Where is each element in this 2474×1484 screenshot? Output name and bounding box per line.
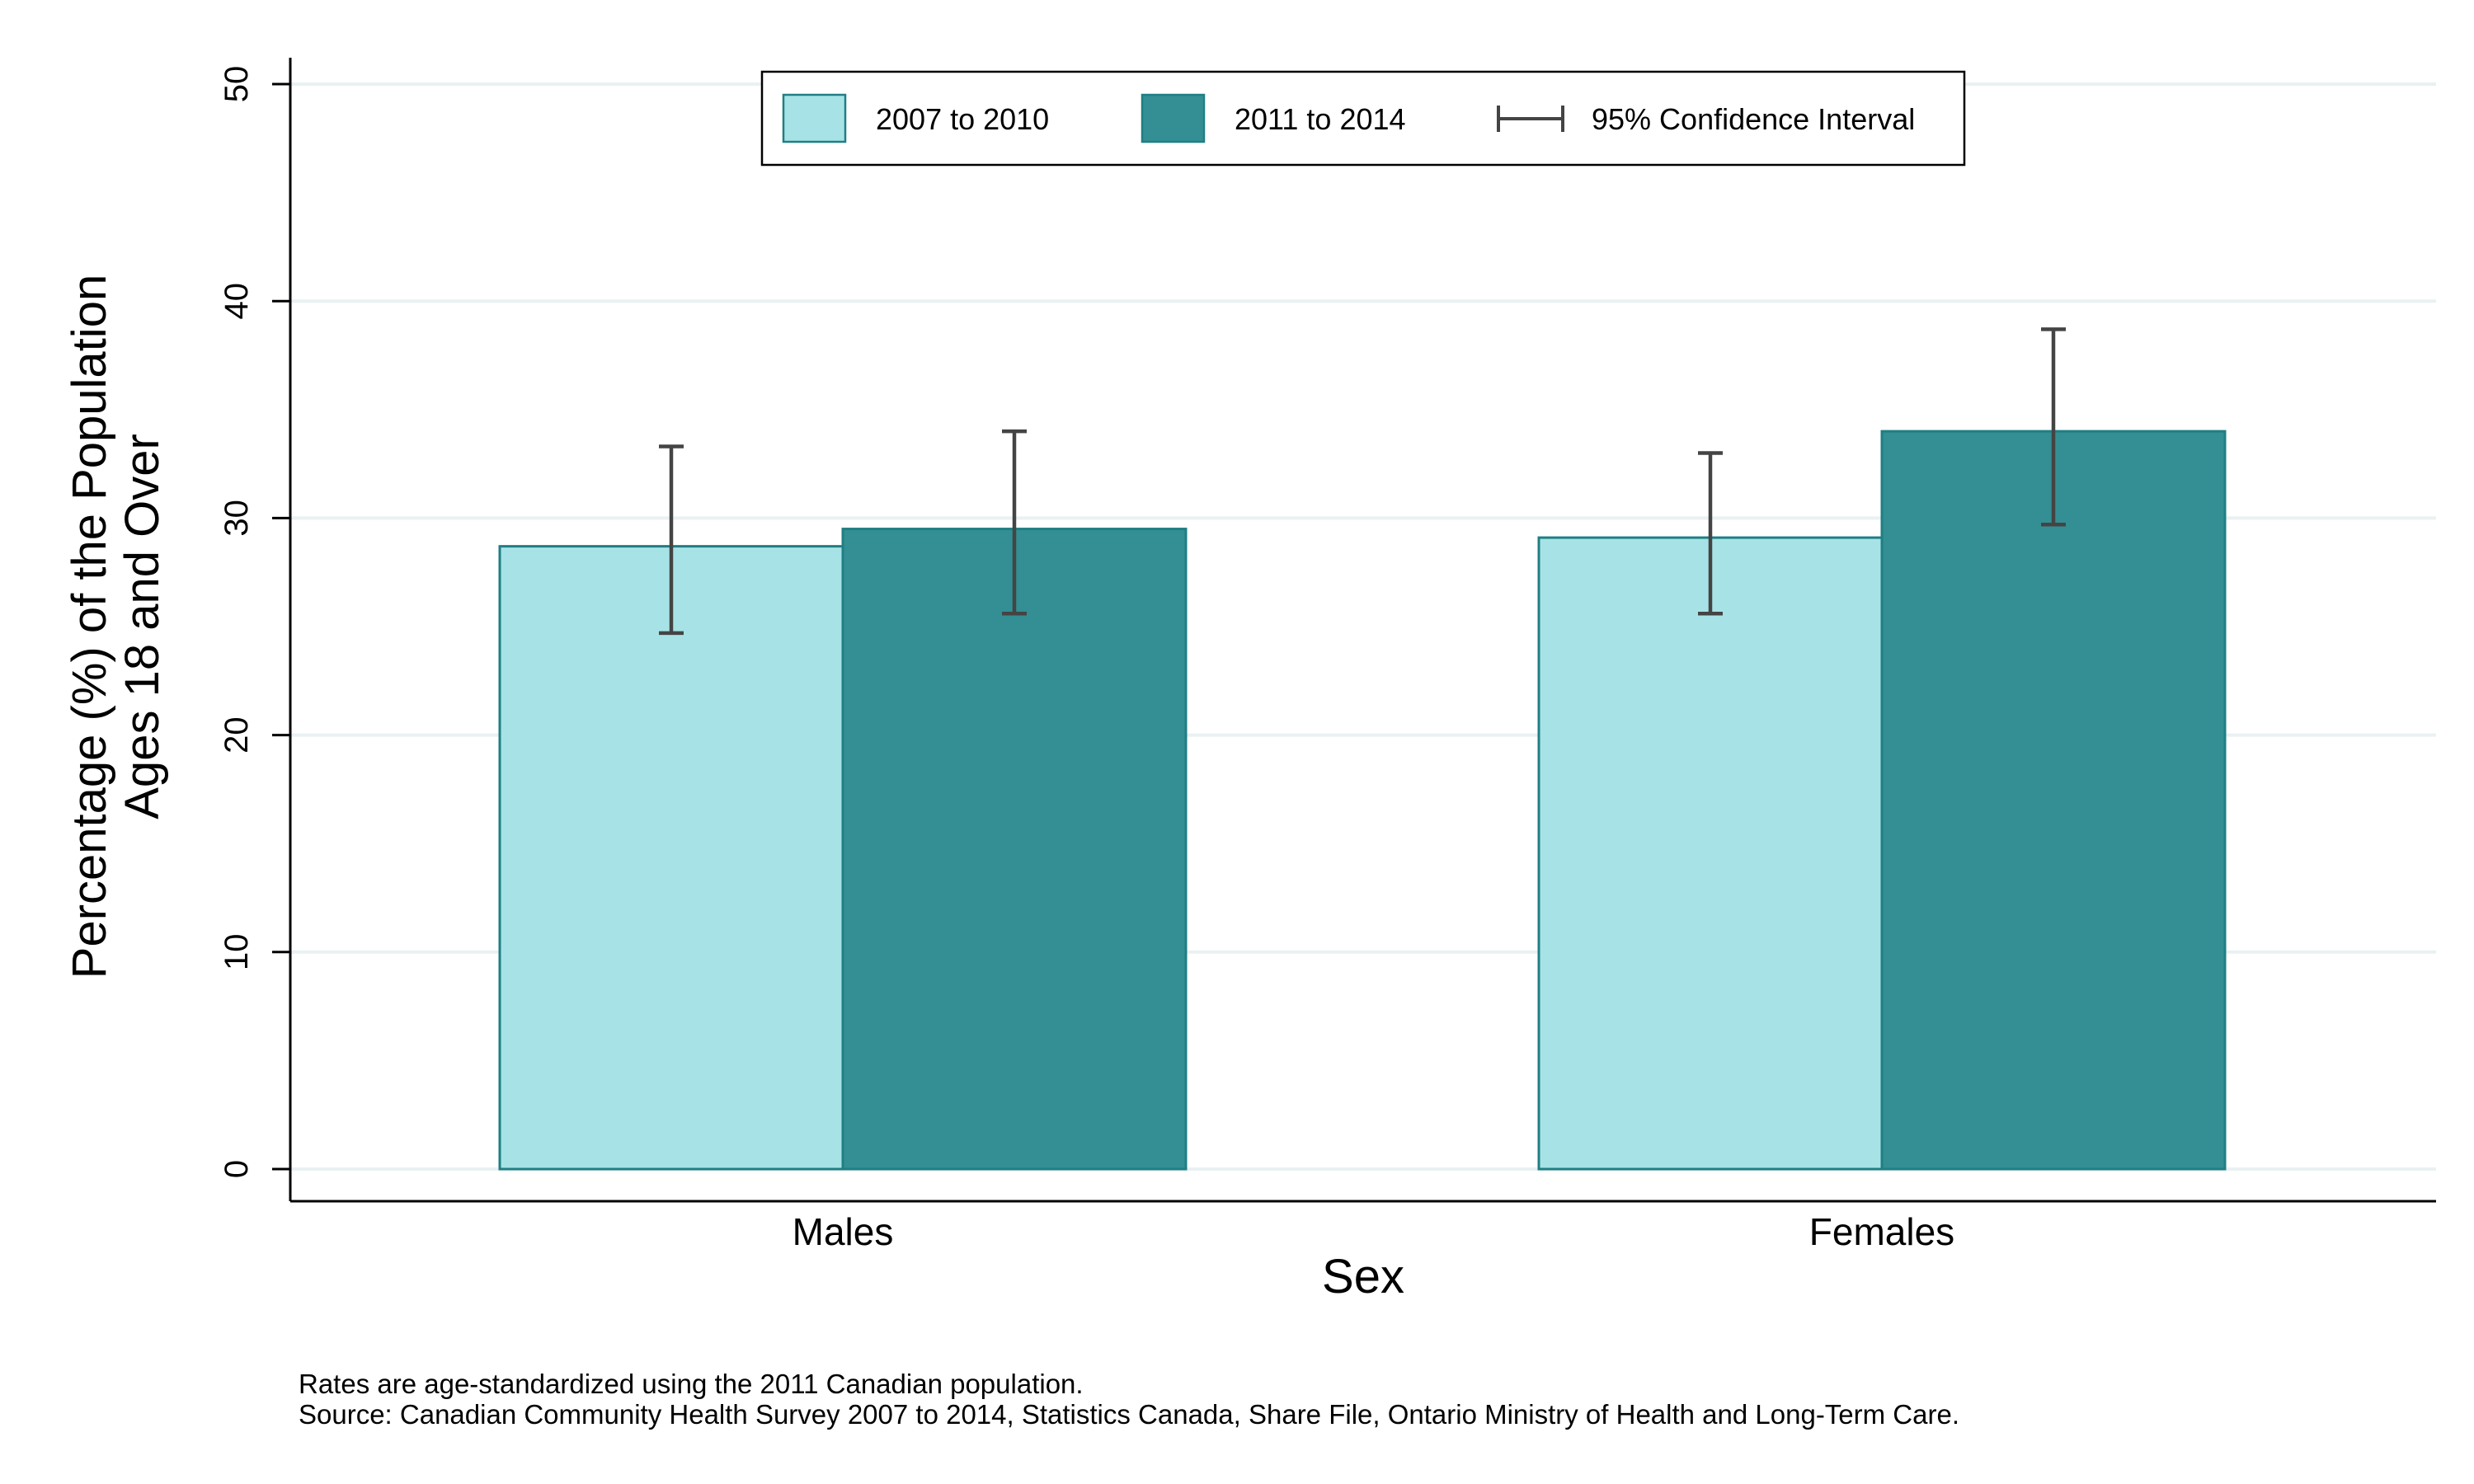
bar-males-1	[498, 545, 844, 1171]
y-axis-title-line-2: Ages 18 and Over	[115, 434, 169, 819]
legend: 2007 to 2010 2011 to 2014 95% Confidence…	[760, 70, 1966, 167]
legend-swatch-2011-2014	[1141, 93, 1206, 143]
y-tick-label: 50	[219, 66, 255, 103]
y-tick-label: 20	[219, 716, 255, 754]
footnotes: Rates are age-standardized using the 201…	[299, 1369, 1959, 1430]
bar-females-2	[1880, 430, 2227, 1171]
footnote-source: Source: Canadian Community Health Survey…	[299, 1399, 1959, 1430]
legend-label-2011-2014: 2011 to 2014	[1235, 102, 1406, 136]
y-axis-ticks: 0 10 20 30 40 50	[219, 66, 290, 1178]
legend-label-2007-2010: 2007 to 2010	[876, 102, 1049, 136]
axes	[289, 58, 2436, 1203]
legend-label-ci: 95% Confidence Interval	[1592, 102, 1915, 136]
bar-males-2	[841, 528, 1188, 1171]
y-axis-title: Percentage (%) of the Population Ages 18…	[63, 275, 169, 979]
y-tick-label: 0	[219, 1160, 255, 1178]
y-tick-label: 30	[219, 500, 255, 537]
x-category-label: Females	[1809, 1210, 1954, 1253]
legend-frame	[760, 70, 1966, 167]
bar-females-1	[1537, 536, 1884, 1171]
x-axis-categories: Males Females	[793, 1210, 1955, 1253]
y-tick-label: 10	[219, 934, 255, 971]
footnote-age-standardized: Rates are age-standardized using the 201…	[299, 1369, 1084, 1399]
bars	[498, 430, 2227, 1171]
confidence-intervals	[659, 327, 2066, 636]
y-axis-title-line-1: Percentage (%) of the Population	[63, 275, 116, 979]
legend-swatch-2007-2010	[782, 93, 847, 143]
x-category-label: Males	[793, 1210, 894, 1253]
y-tick-label: 40	[219, 283, 255, 320]
x-axis-title: Sex	[1322, 1250, 1404, 1303]
legend-ci-symbol	[1497, 106, 1564, 132]
